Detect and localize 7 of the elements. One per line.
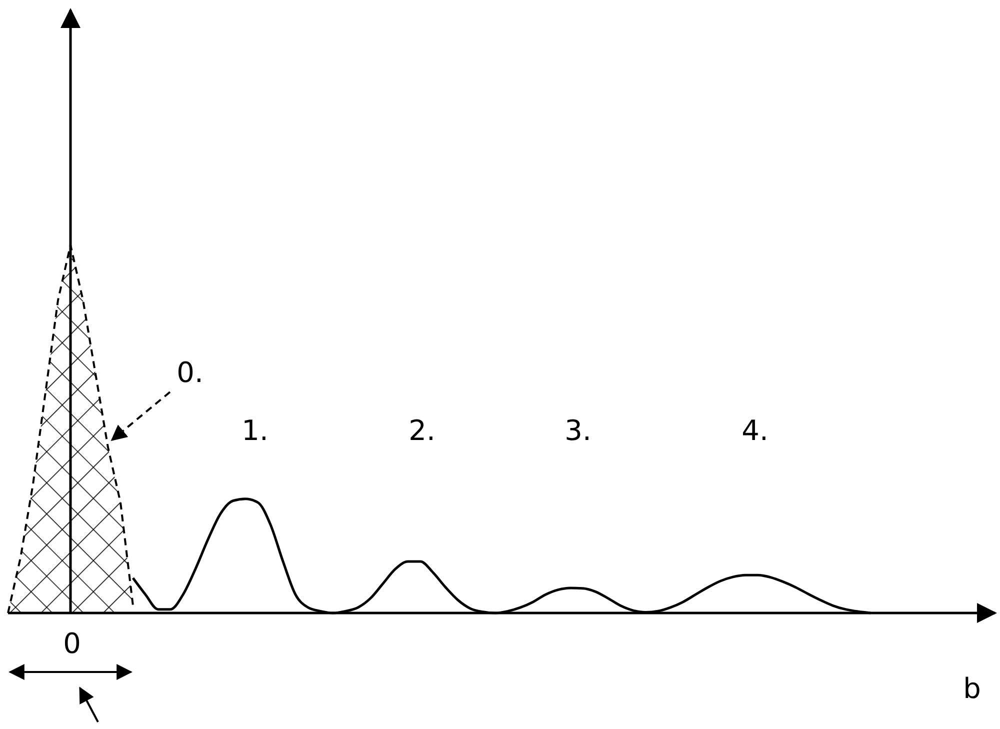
annotation: 3. (564, 414, 592, 447)
annotation: 1. (242, 414, 268, 447)
annotation: 2. (408, 414, 436, 447)
annotation: 4. (742, 414, 768, 447)
text: 0 (63, 627, 81, 660)
x-axis-title: b (963, 672, 981, 705)
annotation: 0. (176, 356, 204, 389)
